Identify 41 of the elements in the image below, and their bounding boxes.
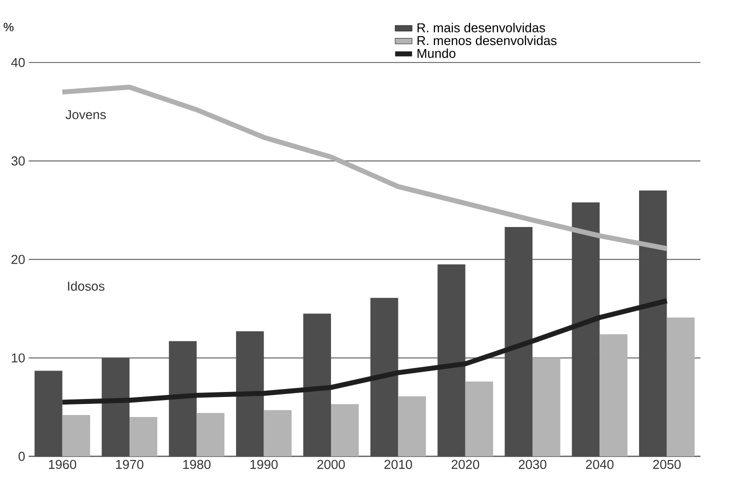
y-axis-title: % xyxy=(4,22,14,32)
y-tick-label: 20 xyxy=(12,254,25,264)
x-tick-label: 2000 xyxy=(317,460,345,469)
bar xyxy=(398,396,426,456)
bar xyxy=(34,370,62,456)
y-tick-label: 40 xyxy=(11,58,25,68)
bar xyxy=(264,410,292,456)
bar xyxy=(600,334,628,456)
bar xyxy=(504,226,533,456)
x-tick-label: 1980 xyxy=(183,460,211,469)
bar xyxy=(130,416,158,456)
x-tick-label: 2020 xyxy=(452,460,480,469)
bar xyxy=(331,404,359,456)
bar xyxy=(532,358,560,456)
bar xyxy=(102,358,130,456)
bar xyxy=(370,298,398,456)
y-tick-label: 0 xyxy=(18,452,25,461)
annotation: Jovens xyxy=(66,110,106,120)
bar xyxy=(465,382,494,456)
legend-label: R. mais desenvolvidas xyxy=(418,22,546,32)
bar xyxy=(196,413,224,456)
bar xyxy=(666,318,695,456)
x-tick-label: 2040 xyxy=(586,460,614,469)
bar xyxy=(438,264,466,456)
x-tick-label: 2030 xyxy=(518,460,546,469)
y-tick-label: 30 xyxy=(11,156,25,166)
bar xyxy=(639,190,667,456)
bar xyxy=(62,414,90,456)
legend-label: R. menos desenvolvidas xyxy=(418,36,557,46)
bar xyxy=(572,202,600,456)
x-tick-label: 1960 xyxy=(48,460,76,469)
bar xyxy=(303,314,332,456)
bar xyxy=(236,331,264,456)
x-tick-label: 2050 xyxy=(653,460,681,469)
x-tick-label: 1970 xyxy=(116,460,144,469)
y-tick-label: 10 xyxy=(12,353,25,362)
bar xyxy=(168,341,197,456)
x-tick-label: 1990 xyxy=(250,460,278,469)
x-tick-label: 2010 xyxy=(384,460,412,469)
legend-label: Mundo xyxy=(418,48,456,58)
annotation: Idosos xyxy=(68,281,104,291)
